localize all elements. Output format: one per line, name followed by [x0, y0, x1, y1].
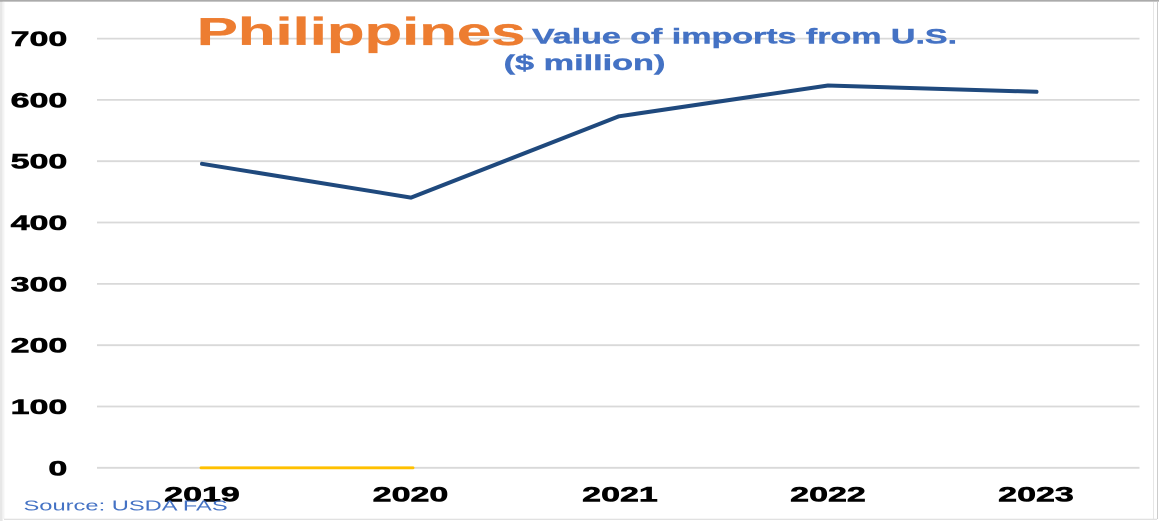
svg-text:0: 0: [48, 456, 67, 480]
svg-text:400: 400: [11, 211, 68, 235]
svg-text:Philippines: Philippines: [197, 9, 526, 53]
svg-text:Source: USDA FAS: Source: USDA FAS: [24, 498, 228, 515]
svg-text:Value of imports from U.S.: Value of imports from U.S.: [532, 24, 957, 48]
svg-text:2023: 2023: [998, 482, 1074, 506]
svg-text:200: 200: [11, 333, 68, 357]
svg-text:100: 100: [11, 395, 68, 419]
svg-text:600: 600: [11, 88, 68, 112]
svg-text:2020: 2020: [373, 482, 449, 506]
svg-text:2022: 2022: [790, 482, 866, 506]
svg-text:300: 300: [11, 272, 68, 296]
svg-text:500: 500: [11, 149, 68, 173]
svg-text:($ million): ($ million): [504, 52, 666, 76]
svg-text:2019: 2019: [164, 482, 240, 506]
svg-text:700: 700: [11, 27, 68, 51]
svg-text:2021: 2021: [582, 482, 658, 506]
